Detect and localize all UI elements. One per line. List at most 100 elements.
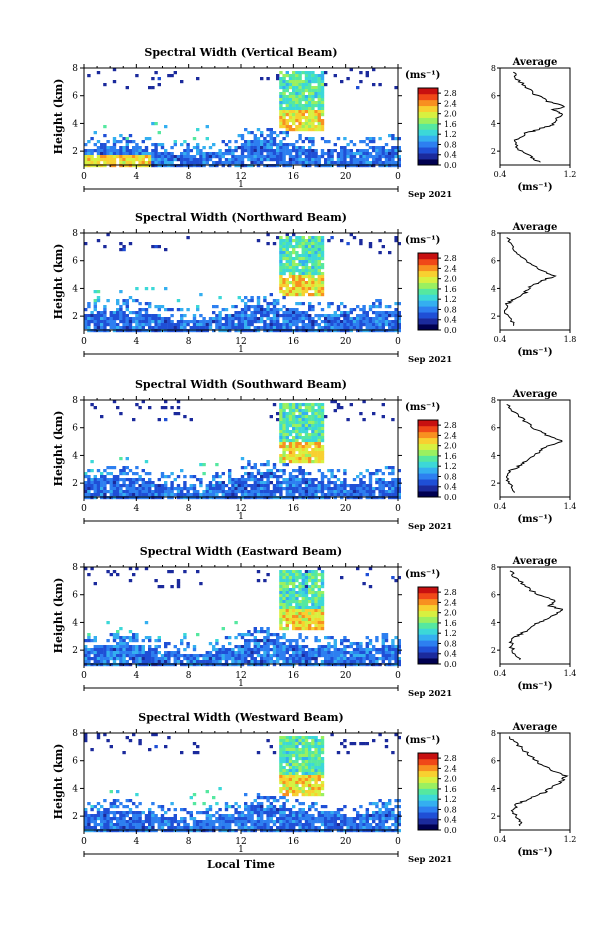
colorbar-tick-label: 1.2 [444, 462, 457, 471]
profile-line [513, 71, 566, 163]
colorbar-segment [418, 425, 438, 433]
y-tick-label: 2 [72, 479, 78, 489]
y-axis-label: Height (km) [52, 578, 65, 654]
colorbar-unit: (ms⁻¹) [405, 402, 440, 413]
profile-frame [499, 566, 571, 665]
date-label: Sep 2021 [408, 355, 452, 365]
colorbar-segment [418, 443, 438, 450]
colorbar-segment [418, 135, 438, 142]
profile-title: Average [512, 57, 558, 68]
colorbar-segment [418, 306, 438, 313]
colorbar-tick-label: 0.0 [444, 161, 457, 170]
colorbar-segment [418, 776, 438, 783]
x-tick-label: 12 [235, 504, 246, 514]
profile-x-tick-label: 0.4 [494, 502, 507, 511]
colorbar-segment [418, 652, 438, 659]
profile-frame [499, 67, 571, 166]
profile-x-tick-label: 1.4 [564, 669, 577, 678]
average-profile: Average 2 4 6 8 0.4 1.4 (ms⁻¹) [491, 556, 576, 692]
date-label: Sep 2021 [408, 855, 452, 865]
colorbar-tick-label: 1.2 [444, 130, 457, 139]
y-axis-label: Height (km) [52, 79, 65, 155]
x-tick-label: 0 [81, 504, 87, 514]
date-label: Sep 2021 [408, 522, 452, 532]
profile-x-tick-label: 0.4 [494, 170, 507, 179]
colorbar-segment [418, 111, 438, 118]
profile-y-tick-label: 6 [491, 424, 496, 433]
colorbar-segment [418, 420, 438, 427]
heatmap-field [84, 233, 401, 333]
colorbar-tick-label: 0.4 [444, 816, 457, 825]
colorbar-segment [418, 141, 438, 148]
panel-5: Spectral Width (Westward Beam) 2 4 6 8 Height… [52, 711, 576, 871]
x-tick-label: 20 [340, 172, 352, 182]
colorbar-segment [418, 604, 438, 611]
colorbar-segment [418, 782, 438, 789]
x-tick-label: 12 [235, 837, 246, 847]
colorbar-segment [418, 764, 438, 772]
profile-title: Average [512, 556, 558, 567]
date-label: Sep 2021 [408, 689, 452, 699]
colorbar-segment [418, 324, 438, 331]
colorbar-segment [418, 253, 438, 260]
x-tick-label: 12 [235, 337, 246, 347]
y-tick-label: 2 [72, 312, 78, 322]
colorbar-segment [418, 818, 438, 825]
colorbar-tick-label: 0.0 [444, 326, 457, 335]
profile-y-tick-label: 6 [491, 757, 496, 766]
colorbar-tick-label: 0.4 [444, 483, 457, 492]
colorbar-segment [418, 491, 438, 498]
colorbar-tick-label: 1.6 [444, 285, 457, 294]
colorbar-segment [418, 610, 438, 617]
colorbar-segment [418, 270, 438, 277]
x-tick-label: 20 [340, 837, 352, 847]
colorbar-segment [418, 264, 438, 272]
y-tick-label: 2 [72, 812, 78, 822]
profile-x-tick-label: 0.4 [494, 335, 507, 344]
profile-x-tick-label: 1.8 [564, 335, 577, 344]
colorbar-segment [418, 312, 438, 319]
profile-y-tick-label: 8 [491, 563, 496, 572]
x-tick-label: 0 [395, 172, 401, 182]
profile-line [508, 736, 569, 827]
colorbar-tick-label: 1.6 [444, 785, 457, 794]
x-tick-label: 0 [395, 671, 401, 681]
day-label: 1 [238, 512, 244, 522]
colorbar-tick-label: 2.4 [444, 598, 457, 607]
heatmap-field [84, 68, 401, 168]
colorbar-segment [418, 598, 438, 606]
colorbar-segment [418, 628, 438, 635]
average-profile: Average 2 4 6 8 0.4 1.2 (ms⁻¹) [491, 57, 576, 193]
y-tick-label: 6 [72, 757, 78, 767]
profile-y-tick-label: 4 [491, 784, 496, 793]
colorbar-tick-label: 2.8 [444, 588, 457, 597]
colorbar-segment [418, 824, 438, 831]
colorbar-tick-label: 2.0 [444, 442, 457, 451]
panel-title: Spectral Width (Vertical Beam) [144, 46, 337, 59]
colorbar-segment [418, 812, 438, 819]
colorbar-segment [418, 806, 438, 813]
x-tick-label: 0 [81, 172, 87, 182]
colorbar-segment [418, 753, 438, 760]
x-tick-label: 4 [133, 837, 139, 847]
day-label: 1 [238, 180, 244, 190]
profile-line [505, 403, 563, 493]
colorbar-tick-label: 2.0 [444, 110, 457, 119]
colorbar-segment [418, 88, 438, 95]
colorbar-unit: (ms⁻¹) [405, 569, 440, 580]
profile-x-label: (ms⁻¹) [517, 514, 552, 525]
colorbar-segment [418, 616, 438, 623]
colorbar-tick-label: 0.4 [444, 650, 457, 659]
colorbar-segment [418, 800, 438, 807]
panel-title: Spectral Width (Westward Beam) [138, 711, 343, 724]
y-tick-label: 2 [72, 646, 78, 656]
colorbar-frame [417, 252, 439, 331]
colorbar-frame [417, 752, 439, 831]
x-tick-label: 4 [133, 172, 139, 182]
heatmap-field [84, 567, 401, 667]
colorbar-tick-label: 2.8 [444, 254, 457, 263]
y-tick-label: 6 [72, 257, 78, 267]
x-tick-label: 16 [288, 671, 300, 681]
date-label: Sep 2021 [408, 190, 452, 200]
colorbar-tick-label: 0.8 [444, 639, 457, 648]
